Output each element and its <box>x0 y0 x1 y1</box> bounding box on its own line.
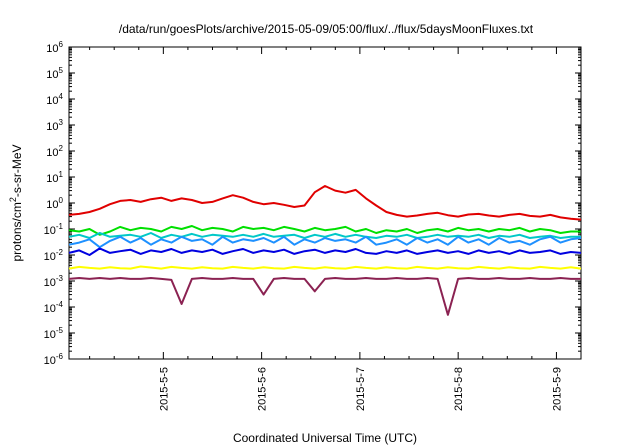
series-line-1 <box>68 185 582 221</box>
y-tick-label: 106 <box>46 40 63 55</box>
y-tick-base: 10 <box>44 355 56 367</box>
y-tick-label: 10-4 <box>44 300 64 315</box>
y-tick-exponent: 6 <box>59 40 64 49</box>
y-tick-base: 10 <box>44 277 56 289</box>
series-line-7 <box>68 277 581 316</box>
y-tick-exponent: -5 <box>56 326 64 335</box>
y-tick-label: 103 <box>46 118 63 133</box>
y-tick-exponent: 0 <box>59 196 64 205</box>
y-tick-exponent: 2 <box>59 144 64 153</box>
series-line-6 <box>68 265 582 270</box>
y-axis-label-sup: 2 <box>8 197 18 202</box>
y-tick-exponent: -3 <box>56 274 64 283</box>
y-tick-label: 105 <box>46 66 63 81</box>
y-tick-exponent: -4 <box>56 300 64 309</box>
plot-frame <box>68 46 582 360</box>
y-tick-exponent: 3 <box>59 118 64 127</box>
y-tick-exponent: 4 <box>59 92 64 101</box>
y-axis-label-prefix: protons/cm <box>10 202 24 261</box>
y-tick-label: 10-5 <box>44 326 64 341</box>
chart-title: /data/run/goesPlots/archive/2015-05-09/0… <box>119 22 534 36</box>
y-tick-label: 10-3 <box>44 274 64 289</box>
y-tick-base: 10 <box>46 43 58 55</box>
y-tick-exponent: -2 <box>56 248 64 257</box>
y-tick-base: 10 <box>44 225 56 237</box>
series-line-4 <box>68 235 582 249</box>
y-tick-base: 10 <box>44 329 56 341</box>
y-tick-label: 10-2 <box>44 248 64 263</box>
series-line-2 <box>68 225 581 236</box>
y-tick-base: 10 <box>46 95 58 107</box>
x-axis: 2015-5-5 2015-5-6 2015-5-7 2015-5-8 2015-5-9 <box>89 47 582 411</box>
y-tick-exponent: 5 <box>59 66 64 75</box>
y-axis-label-suffix: -s-sr-MeV <box>10 144 24 197</box>
x-tick-label: 2015-5-8 <box>453 367 465 411</box>
y-tick-label: 102 <box>46 144 63 159</box>
x-tick-label: 2015-5-7 <box>355 367 367 411</box>
y-tick-base: 10 <box>46 121 58 133</box>
y-tick-label: 100 <box>46 196 63 211</box>
y-tick-base: 10 <box>44 251 56 263</box>
y-tick-exponent: 1 <box>59 170 64 179</box>
series-line-5 <box>68 247 582 256</box>
y-tick-exponent: -6 <box>56 352 64 361</box>
series-group <box>68 185 582 316</box>
y-tick-label: 104 <box>46 92 63 107</box>
y-tick-label: 10-6 <box>44 352 64 367</box>
y-tick-base: 10 <box>44 303 56 315</box>
x-axis-label: Coordinated Universal Time (UTC) <box>233 431 417 445</box>
y-tick-base: 10 <box>46 173 58 185</box>
y-tick-label: 101 <box>46 170 63 185</box>
x-tick-label: 2015-5-6 <box>257 367 269 411</box>
y-tick-base: 10 <box>46 147 58 159</box>
y-axis-label: protons/cm2-s-sr-MeV <box>8 144 24 261</box>
y-tick-base: 10 <box>46 69 58 81</box>
series-line-3 <box>68 232 581 239</box>
y-axis: 10-610-510-410-310-210-11001011021031041… <box>44 40 581 367</box>
y-tick-base: 10 <box>46 199 58 211</box>
y-tick-exponent: -1 <box>56 222 64 231</box>
x-tick-label: 2015-5-5 <box>158 367 170 411</box>
x-tick-label: 2015-5-9 <box>551 367 563 411</box>
y-tick-label: 10-1 <box>44 222 64 237</box>
